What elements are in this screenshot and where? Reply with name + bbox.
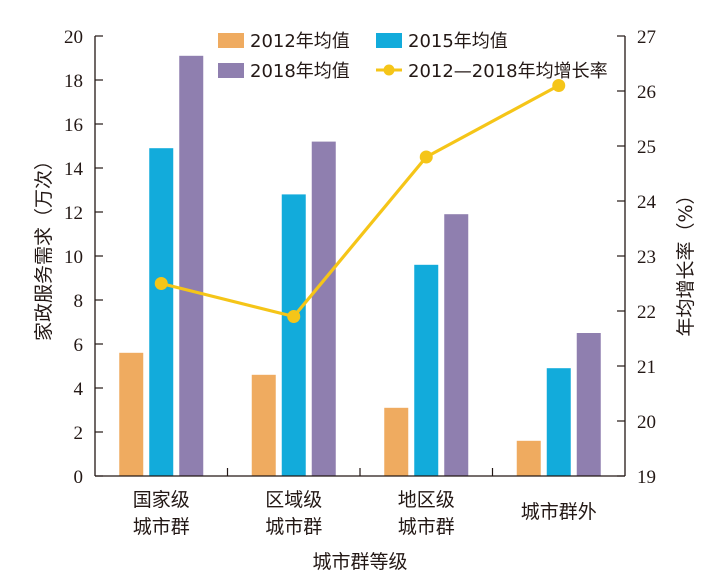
y2-tick-label-26: 26 bbox=[637, 82, 656, 103]
y-tick-label-6: 6 bbox=[74, 335, 84, 356]
y-tick-label-14: 14 bbox=[64, 159, 84, 180]
x-tick-label-0-1: 城市群 bbox=[133, 516, 190, 538]
x-tick-label-0-0: 国家级 bbox=[133, 489, 190, 511]
y2-tick-label-24: 24 bbox=[637, 192, 657, 213]
x-tick-label-2-0: 地区级 bbox=[398, 489, 455, 511]
bar-2018年均值-1 bbox=[311, 141, 336, 476]
bar-2018年均值-0 bbox=[179, 55, 204, 477]
x-tick-label-3: 城市群外 bbox=[521, 501, 597, 523]
y2-tick-label-21: 21 bbox=[637, 357, 656, 378]
x-tick-label-2-1: 城市群 bbox=[398, 516, 455, 538]
bar-2015年均值-0 bbox=[149, 148, 174, 476]
bar-2015年均值-1 bbox=[281, 194, 306, 476]
line-point-3 bbox=[552, 79, 566, 92]
line-point-0 bbox=[154, 277, 168, 290]
y-tick-label-0: 0 bbox=[74, 467, 84, 488]
axes-layer: 02468101214161820192021222324252627国家级城市… bbox=[64, 27, 657, 538]
x-axis-title: 城市群等级 bbox=[312, 551, 407, 573]
bar-2012年均值-3 bbox=[516, 440, 541, 476]
legend-swatch-0 bbox=[218, 33, 244, 48]
bar-2012年均值-1 bbox=[251, 374, 276, 476]
y-tick-label-18: 18 bbox=[64, 71, 83, 92]
legend-label-1: 2015年均值 bbox=[408, 31, 508, 52]
legend-label-3: 2012—2018年均增长率 bbox=[408, 61, 608, 82]
bar-2018年均值-2 bbox=[444, 214, 469, 476]
y2-tick-label-27: 27 bbox=[637, 27, 656, 48]
y2-axis-title: 年均增长率（%） bbox=[675, 185, 697, 336]
y-tick-label-12: 12 bbox=[64, 203, 83, 224]
legend: 2012年均值 2015年均值 2018年均值 2012—2018年均增长率 bbox=[218, 31, 608, 82]
bar-2015年均值-3 bbox=[546, 368, 571, 476]
y-tick-label-20: 20 bbox=[64, 27, 83, 48]
y-tick-label-2: 2 bbox=[74, 423, 84, 444]
y-tick-label-10: 10 bbox=[64, 247, 83, 268]
bars-layer bbox=[119, 55, 601, 477]
bar-2012年均值-0 bbox=[119, 352, 144, 476]
legend-swatch-marker-3 bbox=[383, 64, 395, 76]
line-series-growth-rate bbox=[160, 84, 560, 319]
legend-swatch-1 bbox=[376, 33, 402, 48]
legend-label-2: 2018年均值 bbox=[250, 61, 350, 82]
y-tick-label-16: 16 bbox=[64, 115, 83, 136]
y2-tick-label-22: 22 bbox=[637, 302, 656, 323]
y-tick-label-4: 4 bbox=[74, 379, 84, 400]
x-tick-label-1-0: 区域级 bbox=[265, 489, 322, 511]
line-point-2 bbox=[419, 150, 433, 164]
line-point-1 bbox=[287, 310, 301, 323]
y2-tick-label-23: 23 bbox=[637, 247, 656, 268]
bar-2012年均值-2 bbox=[384, 407, 409, 476]
legend-swatch-2 bbox=[218, 63, 244, 78]
y2-tick-label-20: 20 bbox=[637, 412, 656, 433]
bar-2018年均值-3 bbox=[576, 333, 601, 476]
y-tick-label-8: 8 bbox=[74, 291, 84, 312]
legend-label-0: 2012年均值 bbox=[250, 31, 350, 52]
x-tick-label-1-1: 城市群 bbox=[265, 516, 322, 538]
line-layer bbox=[154, 79, 566, 323]
y2-tick-label-19: 19 bbox=[637, 467, 656, 488]
bar-2015年均值-2 bbox=[414, 264, 439, 476]
y2-tick-label-25: 25 bbox=[637, 137, 656, 158]
y-axis-title: 家政服务需求（万次） bbox=[33, 151, 55, 341]
axis-titles: 城市群等级 家政服务需求（万次） 年均增长率（%） bbox=[33, 151, 697, 573]
